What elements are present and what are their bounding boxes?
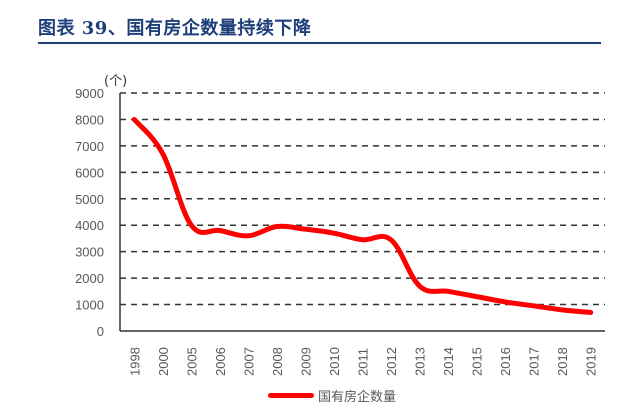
x-tick-label: 2006	[213, 347, 228, 376]
x-tick-label: 2014	[441, 347, 456, 376]
x-tick-label: 2005	[184, 347, 199, 376]
y-tick-label: 6000	[75, 165, 104, 180]
y-tick-label: 0	[97, 324, 104, 339]
x-tick-label: 2008	[270, 347, 285, 376]
x-tick-label: 2015	[470, 347, 485, 376]
x-tick-label: 2016	[498, 347, 513, 376]
x-tick-label: 2000	[156, 347, 171, 376]
y-tick-label: 2000	[75, 271, 104, 286]
y-tick-label: 5000	[75, 192, 104, 207]
x-tick-label: 2018	[555, 347, 570, 376]
x-tick-label: 2019	[584, 347, 599, 376]
y-tick-label: 1000	[75, 298, 104, 313]
y-tick-label: 9000	[75, 86, 104, 101]
x-tick-label: 2013	[413, 347, 428, 376]
x-tick-label: 2009	[298, 347, 313, 376]
y-tick-label: 3000	[75, 245, 104, 260]
legend-label: 国有房企数量	[318, 390, 397, 405]
x-tick-label: 1998	[127, 347, 142, 376]
x-tick-label: 2011	[356, 348, 371, 376]
chart-legend: 国有房企数量	[268, 386, 396, 405]
x-tick-label: 2012	[384, 347, 399, 376]
title-divider	[38, 42, 601, 44]
chart-title: 图表 39、国有房企数量持续下降	[38, 18, 312, 39]
x-tick-label: 2007	[241, 347, 256, 376]
y-axis-unit: (个)	[104, 74, 127, 89]
x-tick-label: 2010	[327, 347, 342, 376]
y-tick-label: 7000	[75, 139, 104, 154]
x-tick-label: 2017	[527, 347, 542, 376]
legend-swatch-line	[268, 393, 314, 398]
series-line	[131, 116, 594, 315]
y-tick-label: 8000	[75, 112, 104, 127]
y-tick-label: 4000	[75, 218, 104, 233]
